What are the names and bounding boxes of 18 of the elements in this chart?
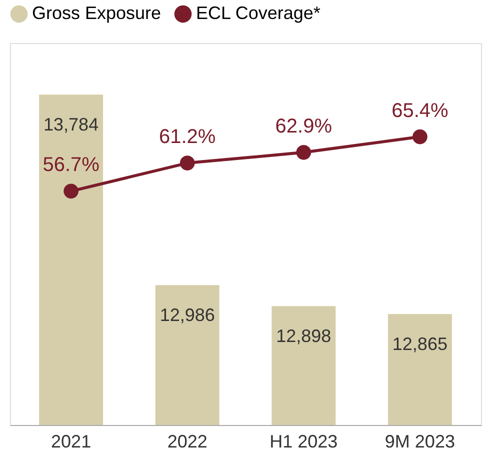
point	[64, 184, 78, 199]
point	[296, 145, 312, 160]
data-label: 62.9%	[275, 115, 332, 138]
x-tick-label: H1 2023	[270, 432, 338, 452]
legend-label: Gross Exposure	[32, 3, 162, 24]
data-label: 61.2%	[158, 126, 216, 148]
point	[180, 156, 195, 170]
data-label: 12,986	[160, 305, 215, 326]
point	[412, 129, 428, 144]
x-tick-label: 2021	[51, 432, 92, 452]
x-tick-label: 2022	[167, 432, 208, 452]
data-label: 56.7%	[42, 154, 100, 176]
data-label: 12,898	[276, 326, 332, 346]
data-label: 12,865	[392, 334, 448, 354]
data-label: 65.4%	[392, 100, 449, 122]
x-tick-label: 9M 2023	[384, 432, 455, 452]
data-label: 13,784	[44, 114, 99, 135]
legend-label: ECL Coverage*	[196, 3, 320, 24]
